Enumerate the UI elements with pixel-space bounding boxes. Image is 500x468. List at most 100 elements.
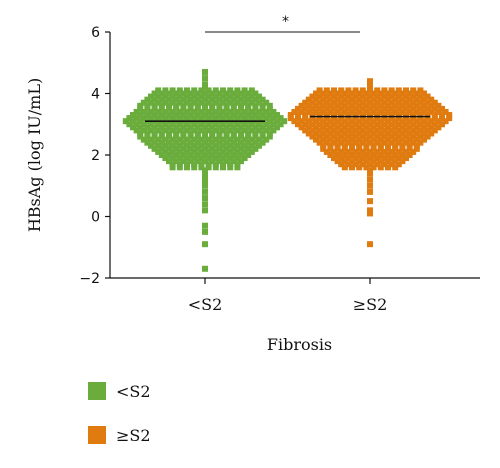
data-point	[245, 133, 252, 140]
data-point	[151, 90, 158, 97]
data-point	[144, 133, 151, 140]
data-point	[230, 112, 237, 119]
data-point	[298, 124, 305, 131]
data-point	[180, 90, 187, 97]
data-point	[381, 148, 388, 155]
data-point	[202, 96, 208, 103]
data-point	[399, 136, 406, 143]
data-point	[191, 121, 198, 128]
data-point	[198, 142, 205, 149]
data-point	[220, 93, 226, 100]
data-point	[202, 105, 208, 112]
data-point	[277, 121, 284, 128]
data-point	[227, 115, 234, 122]
data-point	[428, 118, 435, 125]
legend-item-ge-s2: ≥S2	[88, 424, 151, 446]
data-point	[234, 121, 241, 128]
data-point	[399, 152, 406, 158]
data-point	[169, 108, 176, 115]
data-point	[227, 121, 234, 128]
data-point	[316, 93, 323, 100]
data-point	[202, 241, 208, 248]
data-point	[130, 112, 136, 119]
data-point	[359, 99, 366, 106]
data-point	[421, 102, 427, 109]
data-point	[377, 102, 384, 109]
data-point	[216, 130, 223, 137]
data-point	[169, 161, 176, 168]
data-point	[392, 152, 399, 158]
data-point	[410, 112, 417, 119]
data-point	[198, 121, 205, 128]
data-point	[356, 164, 363, 171]
data-point	[252, 112, 259, 119]
data-point	[256, 136, 262, 143]
data-point	[352, 133, 359, 140]
data-point	[248, 108, 255, 115]
data-point	[227, 93, 234, 100]
data-point	[266, 130, 273, 137]
data-point	[248, 87, 255, 94]
data-point	[148, 142, 154, 149]
data-point	[176, 161, 183, 168]
data-point	[209, 96, 216, 103]
data-point	[140, 108, 147, 115]
data-point	[316, 87, 323, 94]
data-point	[435, 102, 442, 109]
data-point	[406, 102, 413, 109]
data-point	[338, 112, 345, 119]
data-point	[338, 155, 345, 162]
data-point	[345, 87, 352, 94]
data-point	[191, 87, 198, 94]
data-point	[298, 102, 305, 109]
data-point	[270, 127, 277, 134]
data-point	[298, 108, 305, 115]
data-point	[223, 90, 230, 97]
data-point	[435, 108, 442, 115]
data-point	[349, 142, 355, 149]
data-point	[417, 115, 424, 122]
significance-bracket: *	[205, 14, 360, 33]
data-point	[399, 102, 406, 109]
data-point	[212, 136, 219, 143]
data-point	[198, 155, 205, 162]
data-point	[374, 93, 381, 100]
data-point	[381, 87, 388, 94]
data-point	[309, 133, 316, 140]
data-point	[176, 93, 183, 100]
data-point	[316, 139, 323, 146]
data-point	[256, 93, 262, 100]
x-category-label: ≥S2	[353, 295, 388, 314]
data-point	[223, 96, 230, 103]
data-point	[392, 96, 399, 103]
data-point	[359, 121, 366, 128]
data-point	[223, 152, 230, 158]
data-point	[248, 136, 255, 143]
data-point	[198, 115, 205, 122]
data-point	[162, 108, 169, 115]
y-tick-label: 6	[91, 25, 100, 41]
data-point	[395, 133, 402, 140]
data-point	[367, 99, 373, 106]
data-point	[238, 112, 244, 119]
data-point	[220, 121, 226, 128]
data-point	[305, 102, 312, 109]
data-point	[256, 115, 262, 122]
data-point	[388, 112, 395, 119]
data-point	[356, 130, 363, 137]
data-point	[385, 124, 391, 131]
data-point	[395, 115, 402, 122]
data-point	[385, 108, 391, 115]
data-point	[327, 108, 334, 115]
data-point	[374, 139, 381, 146]
data-point	[238, 105, 244, 112]
data-point	[313, 102, 319, 109]
data-point	[220, 142, 226, 149]
data-point	[399, 145, 406, 152]
data-point	[270, 108, 277, 115]
data-point	[202, 201, 208, 208]
data-point	[194, 145, 201, 152]
data-point	[385, 145, 391, 152]
data-point	[367, 84, 373, 91]
data-point	[194, 105, 201, 112]
